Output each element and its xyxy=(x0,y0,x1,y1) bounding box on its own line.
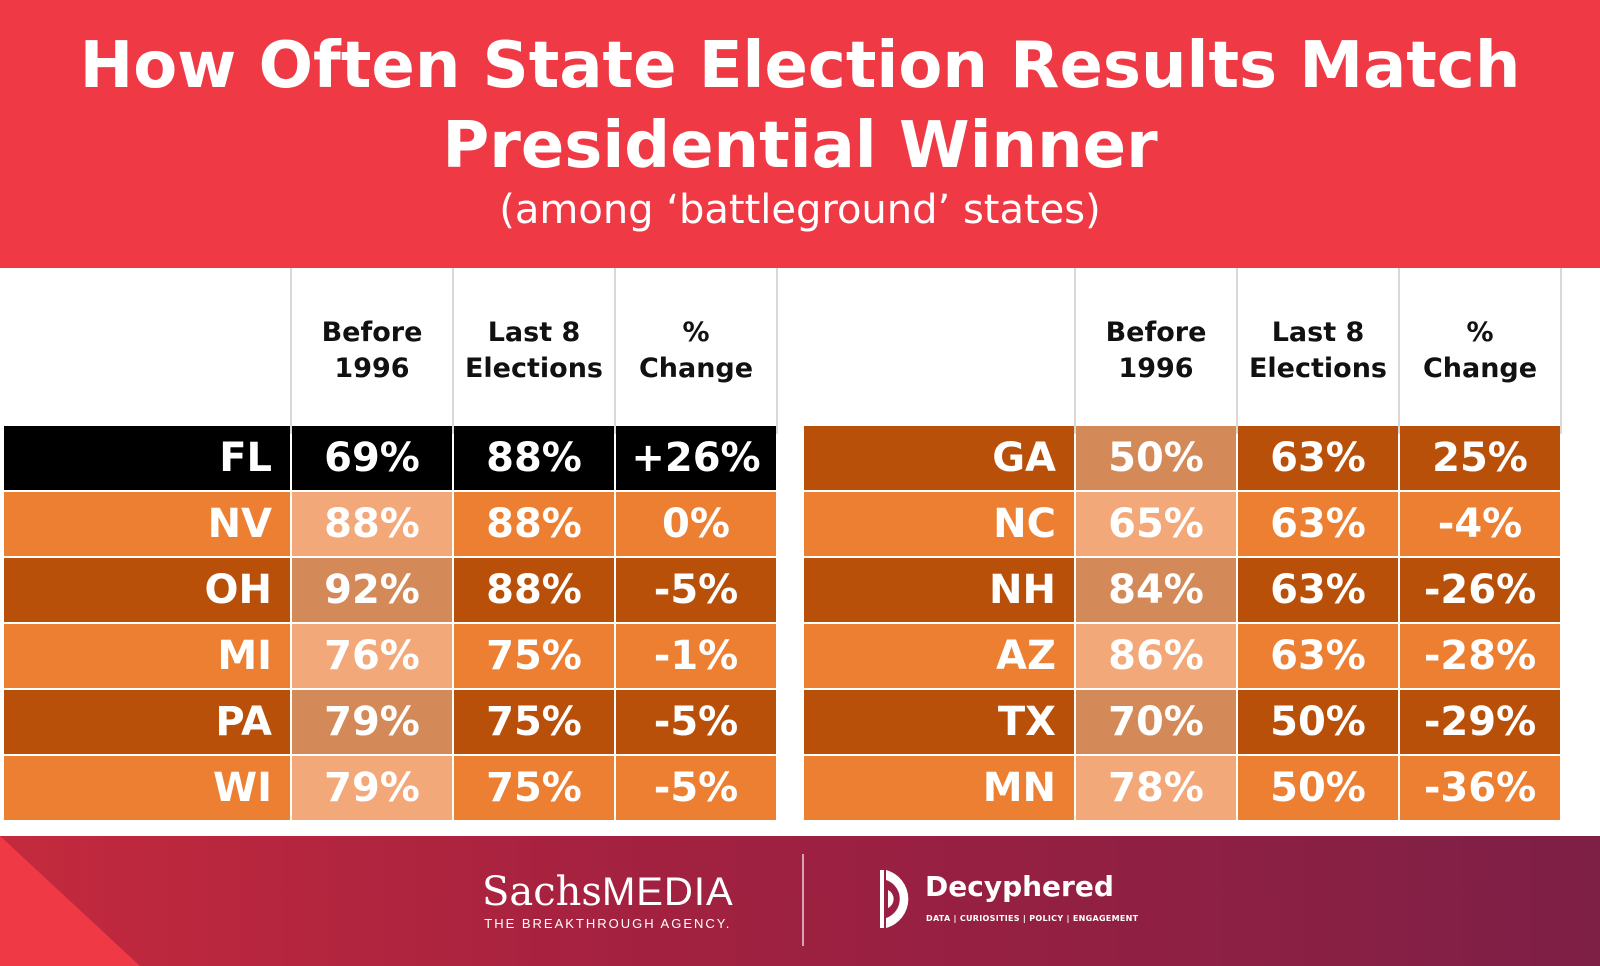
header: How Often State Election Results Match P… xyxy=(0,0,1600,268)
state-label: NV xyxy=(4,492,290,556)
cell-before-1996: 65% xyxy=(1076,492,1236,556)
cell-last-8: 63% xyxy=(1238,426,1398,490)
table-row: TX 70% 50% -29% xyxy=(804,690,1596,754)
decyphered-mark-icon xyxy=(880,870,909,928)
state-label: NC xyxy=(804,492,1074,556)
cell-last-8: 88% xyxy=(454,558,614,622)
cell-before-1996: 79% xyxy=(292,756,452,820)
cell-last-8: 88% xyxy=(454,426,614,490)
cell-before-1996: 69% xyxy=(292,426,452,490)
state-label: FL xyxy=(4,426,290,490)
column-divider xyxy=(1074,268,1076,434)
table-row: WI 79% 75% -5% xyxy=(4,756,796,820)
table-row: GA 50% 63% 25% xyxy=(804,426,1596,490)
sachs-tagline: THE BREAKTHROUGH AGENCY. xyxy=(484,916,732,931)
cell-change: -1% xyxy=(616,624,776,688)
table-row: PA 79% 75% -5% xyxy=(4,690,796,754)
state-label: OH xyxy=(4,558,290,622)
cell-before-1996: 84% xyxy=(1076,558,1236,622)
cell-last-8: 88% xyxy=(454,492,614,556)
column-header-last-8: Last 8 Elections xyxy=(464,317,604,384)
cell-last-8: 63% xyxy=(1238,558,1398,622)
cell-before-1996: 86% xyxy=(1076,624,1236,688)
table-row: MN 78% 50% -36% xyxy=(804,756,1596,820)
cell-before-1996: 70% xyxy=(1076,690,1236,754)
column-divider xyxy=(1236,268,1238,434)
cell-change: -36% xyxy=(1400,756,1560,820)
table-row: MI 76% 75% -1% xyxy=(4,624,796,688)
state-label: MI xyxy=(4,624,290,688)
cell-last-8: 63% xyxy=(1238,492,1398,556)
column-divider xyxy=(1560,268,1562,434)
table-row: AZ 86% 63% -28% xyxy=(804,624,1596,688)
cell-change: 25% xyxy=(1400,426,1560,490)
state-label: AZ xyxy=(804,624,1074,688)
cell-change: -5% xyxy=(616,756,776,820)
cell-before-1996: 76% xyxy=(292,624,452,688)
column-header-change: % Change xyxy=(638,317,754,384)
sachs-media-text: MEDIA xyxy=(601,870,734,914)
column-divider xyxy=(614,268,616,434)
sachs-name: Sachs xyxy=(482,869,602,915)
column-header-last-8: Last 8 Elections xyxy=(1248,317,1388,384)
column-divider xyxy=(290,268,292,434)
cell-before-1996: 50% xyxy=(1076,426,1236,490)
cell-before-1996: 92% xyxy=(292,558,452,622)
table-row: NH 84% 63% -26% xyxy=(804,558,1596,622)
decyphered-tagline: DATA | CURIOSITIES | POLICY | ENGAGEMENT xyxy=(926,914,1139,923)
table-row: NV 88% 88% 0% xyxy=(4,492,796,556)
column-divider xyxy=(776,268,778,434)
column-header-change: % Change xyxy=(1422,317,1538,384)
cell-last-8: 75% xyxy=(454,690,614,754)
sachs-media-logo: SachsMEDIA THE BREAKTHROUGH AGENCY. xyxy=(482,870,734,931)
cell-last-8: 50% xyxy=(1238,756,1398,820)
cell-before-1996: 78% xyxy=(1076,756,1236,820)
column-divider xyxy=(1398,268,1400,434)
cell-before-1996: 79% xyxy=(292,690,452,754)
cell-change: -26% xyxy=(1400,558,1560,622)
chart-subtitle: (among ‘battleground’ states) xyxy=(499,187,1101,233)
logo-divider xyxy=(802,854,804,946)
cell-last-8: 75% xyxy=(454,756,614,820)
column-header-before-1996: Before 1996 xyxy=(1105,317,1207,384)
state-label: PA xyxy=(4,690,290,754)
cell-last-8: 63% xyxy=(1238,624,1398,688)
table-row: FL 69% 88% +26% xyxy=(4,426,796,490)
title-line-2: Presidential Winner xyxy=(442,109,1158,183)
state-label: TX xyxy=(804,690,1074,754)
table-row: OH 92% 88% -5% xyxy=(4,558,796,622)
title-line-1: How Often State Election Results Match xyxy=(79,29,1521,103)
chart-title: How Often State Election Results Match P… xyxy=(0,26,1600,186)
header-row: Before 1996 Last 8 Elections % Change xyxy=(4,268,796,434)
cell-change: -4% xyxy=(1400,492,1560,556)
table-row: NC 65% 63% -4% xyxy=(804,492,1596,556)
column-divider xyxy=(452,268,454,434)
cell-last-8: 50% xyxy=(1238,690,1398,754)
cell-before-1996: 88% xyxy=(292,492,452,556)
footer: SachsMEDIA THE BREAKTHROUGH AGENCY. Decy… xyxy=(0,836,1600,966)
table-area: Before 1996 Last 8 Elections % Change FL 69%… xyxy=(0,268,1600,836)
cell-change: -29% xyxy=(1400,690,1560,754)
cell-change: 0% xyxy=(616,492,776,556)
cell-change: -28% xyxy=(1400,624,1560,688)
cell-last-8: 75% xyxy=(454,624,614,688)
cell-change: -5% xyxy=(616,558,776,622)
column-header-before-1996: Before 1996 xyxy=(321,317,423,384)
left-table: Before 1996 Last 8 Elections % Change FL 69%… xyxy=(4,268,796,836)
cell-change: +26% xyxy=(616,426,776,490)
right-table: Before 1996 Last 8 Elections% Change GA 50%… xyxy=(804,268,1596,836)
state-label: GA xyxy=(804,426,1074,490)
cell-change: -5% xyxy=(616,690,776,754)
state-label: WI xyxy=(4,756,290,820)
state-label: NH xyxy=(804,558,1074,622)
state-label: MN xyxy=(804,756,1074,820)
decyphered-name: Decyphered xyxy=(925,870,1114,903)
footer-corner-shape xyxy=(0,836,140,966)
sachs-media-wordmark: SachsMEDIA xyxy=(482,870,734,914)
header-row: Before 1996 Last 8 Elections % Change xyxy=(804,268,1596,434)
